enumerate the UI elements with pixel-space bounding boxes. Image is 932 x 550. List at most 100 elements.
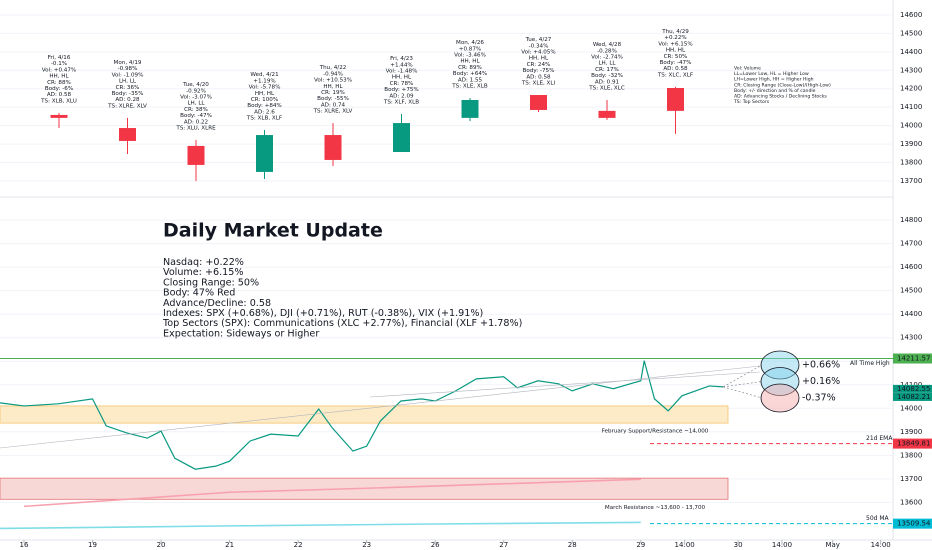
candle-annotation: Tue, 4/27: [525, 37, 552, 43]
y-tick-label: 13600: [900, 498, 922, 506]
candle-annotation: Fri, 4/16: [48, 55, 71, 61]
candle-annotation: TS: XLRE, XLV: [313, 109, 353, 115]
candle-annotation: HH, HL: [392, 75, 412, 81]
candle-annotation: Vol: -1.09%: [112, 72, 144, 78]
y-tick-label: 14000: [900, 404, 922, 412]
scenario-circle: [760, 350, 800, 380]
y-tick-label: 13800: [900, 451, 922, 459]
candle-annotation: Body: -6%: [45, 86, 73, 92]
summary-line: Volume: +6.15%: [163, 267, 243, 278]
x-tick-label: May: [825, 541, 839, 549]
candle-annotation: TS: XLC, XLF: [657, 72, 693, 78]
candle-annotation: -0.28%: [597, 48, 617, 54]
y-tick-label: 14300: [900, 66, 922, 74]
candle-annotation: AD: 2.6: [254, 109, 275, 115]
candle-annotation: Tue, 4/20: [182, 82, 209, 88]
candle-annotation: AD: 0.22: [184, 119, 208, 125]
y-tick-label: 14700: [900, 240, 922, 248]
candle-annotation: Body: -47%: [660, 60, 692, 66]
candle-annotation: Wed, 4/28: [593, 42, 622, 48]
candle-annotation: TS: XLE, XLC: [588, 85, 625, 91]
indicator-name: 21d EMA: [866, 435, 893, 442]
scenario-label: +0.16%: [802, 376, 840, 387]
candle-body: [187, 145, 205, 165]
y-tick-label: 13700: [900, 475, 922, 483]
candle-annotation: TS: XLB, XLU: [40, 98, 77, 104]
candle-annotation: -0.94%: [323, 71, 343, 77]
candle-annotation: Vol: +4.05%: [521, 50, 556, 56]
candle-annotation: Body: +64%: [453, 71, 488, 77]
summary-line: Advance/Decline: 0.58: [163, 298, 271, 309]
x-tick-label: 23: [362, 541, 371, 549]
candle-annotation: TS: XLF, XLB: [383, 100, 419, 106]
candle-annotation: CR: 17%: [595, 67, 619, 73]
x-tick-label: 27: [499, 541, 508, 549]
summary-line: Expectation: Sideways or Higher: [163, 328, 319, 339]
x-tick-label: 26: [431, 541, 440, 549]
indicator-line: [23, 478, 641, 508]
candle-annotation: AD: 0.58: [47, 92, 72, 98]
candle-annotation: AD: 0.74: [321, 102, 346, 108]
y-tick-label: 14100: [900, 103, 922, 111]
x-tick-label: 28: [568, 541, 577, 549]
candle-annotation: HH, HL: [460, 59, 480, 65]
candle-annotation: CR: 38%: [184, 107, 208, 113]
price-tag-text: 14082.21: [897, 393, 930, 401]
legend-note: TS: Top Sectors: [733, 99, 770, 105]
legend-note: LH=Lower High, HH = Higher High: [734, 77, 814, 83]
candle-body: [324, 135, 342, 160]
candle-annotation: Thu, 4/22: [319, 65, 347, 71]
summary-line: Closing Range: 50%: [163, 277, 259, 288]
zone-label: March Resistance ~13,600 - 13,700: [605, 505, 706, 511]
candle-annotation: LH, LL: [187, 101, 205, 107]
y-tick-label: 14600: [900, 263, 922, 271]
candle-annotation: Vol: -1.48%: [386, 69, 418, 75]
candle-annotation: TS: XLB, XLF: [246, 116, 282, 122]
candle-annotation: -0.34%: [529, 43, 549, 49]
candle-annotation: Vol: -5.78%: [249, 85, 281, 91]
candle-annotation: AD: 0.28: [115, 97, 140, 103]
candle-annotation: CR: 89%: [458, 65, 482, 71]
candle-annotation: AD: 0.58: [526, 74, 551, 80]
candle-annotation: Body: -75%: [523, 68, 555, 74]
x-tick-label: 14:00: [772, 541, 792, 549]
candle-annotation: Fri, 4/23: [390, 56, 413, 62]
x-tick-label: 14:00: [871, 541, 891, 549]
candle-annotation: Body: +84%: [247, 103, 282, 109]
x-tick-label: 14:00: [675, 541, 695, 549]
candle-body: [530, 95, 547, 110]
candle-annotation: AD: 2.09: [389, 93, 414, 99]
candle-annotation: Vol: +10.53%: [314, 78, 352, 84]
y-tick-label: 13900: [900, 140, 922, 148]
candle-body: [256, 135, 273, 172]
indicator-name: 50d MA: [866, 515, 890, 522]
trend-line: [0, 365, 761, 449]
y-tick-label: 14000: [900, 122, 922, 130]
scenario-label: -0.37%: [802, 393, 836, 404]
price-tag-text: 14082.55: [897, 385, 930, 393]
legend-note: LL=Lower Low, HL = Higher Low: [734, 71, 809, 77]
price-tag: [893, 384, 932, 393]
x-tick-label: 22: [294, 541, 303, 549]
scenario-circle: [760, 367, 800, 396]
candle-annotation: Vol: -3.07%: [180, 95, 212, 101]
price-line: [0, 360, 724, 470]
candle-annotation: CR: 19%: [321, 90, 345, 96]
candle-annotation: CR: 24%: [527, 62, 551, 68]
legend-note: CR: Closing Range (Close-Low)/(High-Low): [734, 82, 831, 88]
y-tick-label: 14500: [900, 29, 922, 37]
y-tick-label: 14400: [900, 48, 922, 56]
candle-annotation: Vol: -3.46%: [454, 52, 486, 58]
candle-annotation: HH, HL: [49, 74, 69, 80]
y-tick-label: 13800: [900, 159, 922, 167]
summary-line: Top Sectors (SPX): Communications (XLC +…: [162, 318, 522, 329]
y-tick-label: 14600: [900, 11, 922, 19]
candle-annotation: AD: 0.91: [595, 79, 620, 85]
candle-annotation: Vol: +6.15%: [658, 41, 693, 47]
candle-annotation: +0.87%: [459, 46, 481, 52]
candle-body: [461, 99, 479, 118]
candle-annotation: HH, HL: [529, 56, 549, 62]
candle-annotation: CR: 88%: [47, 80, 71, 86]
price-tag: [893, 392, 932, 401]
